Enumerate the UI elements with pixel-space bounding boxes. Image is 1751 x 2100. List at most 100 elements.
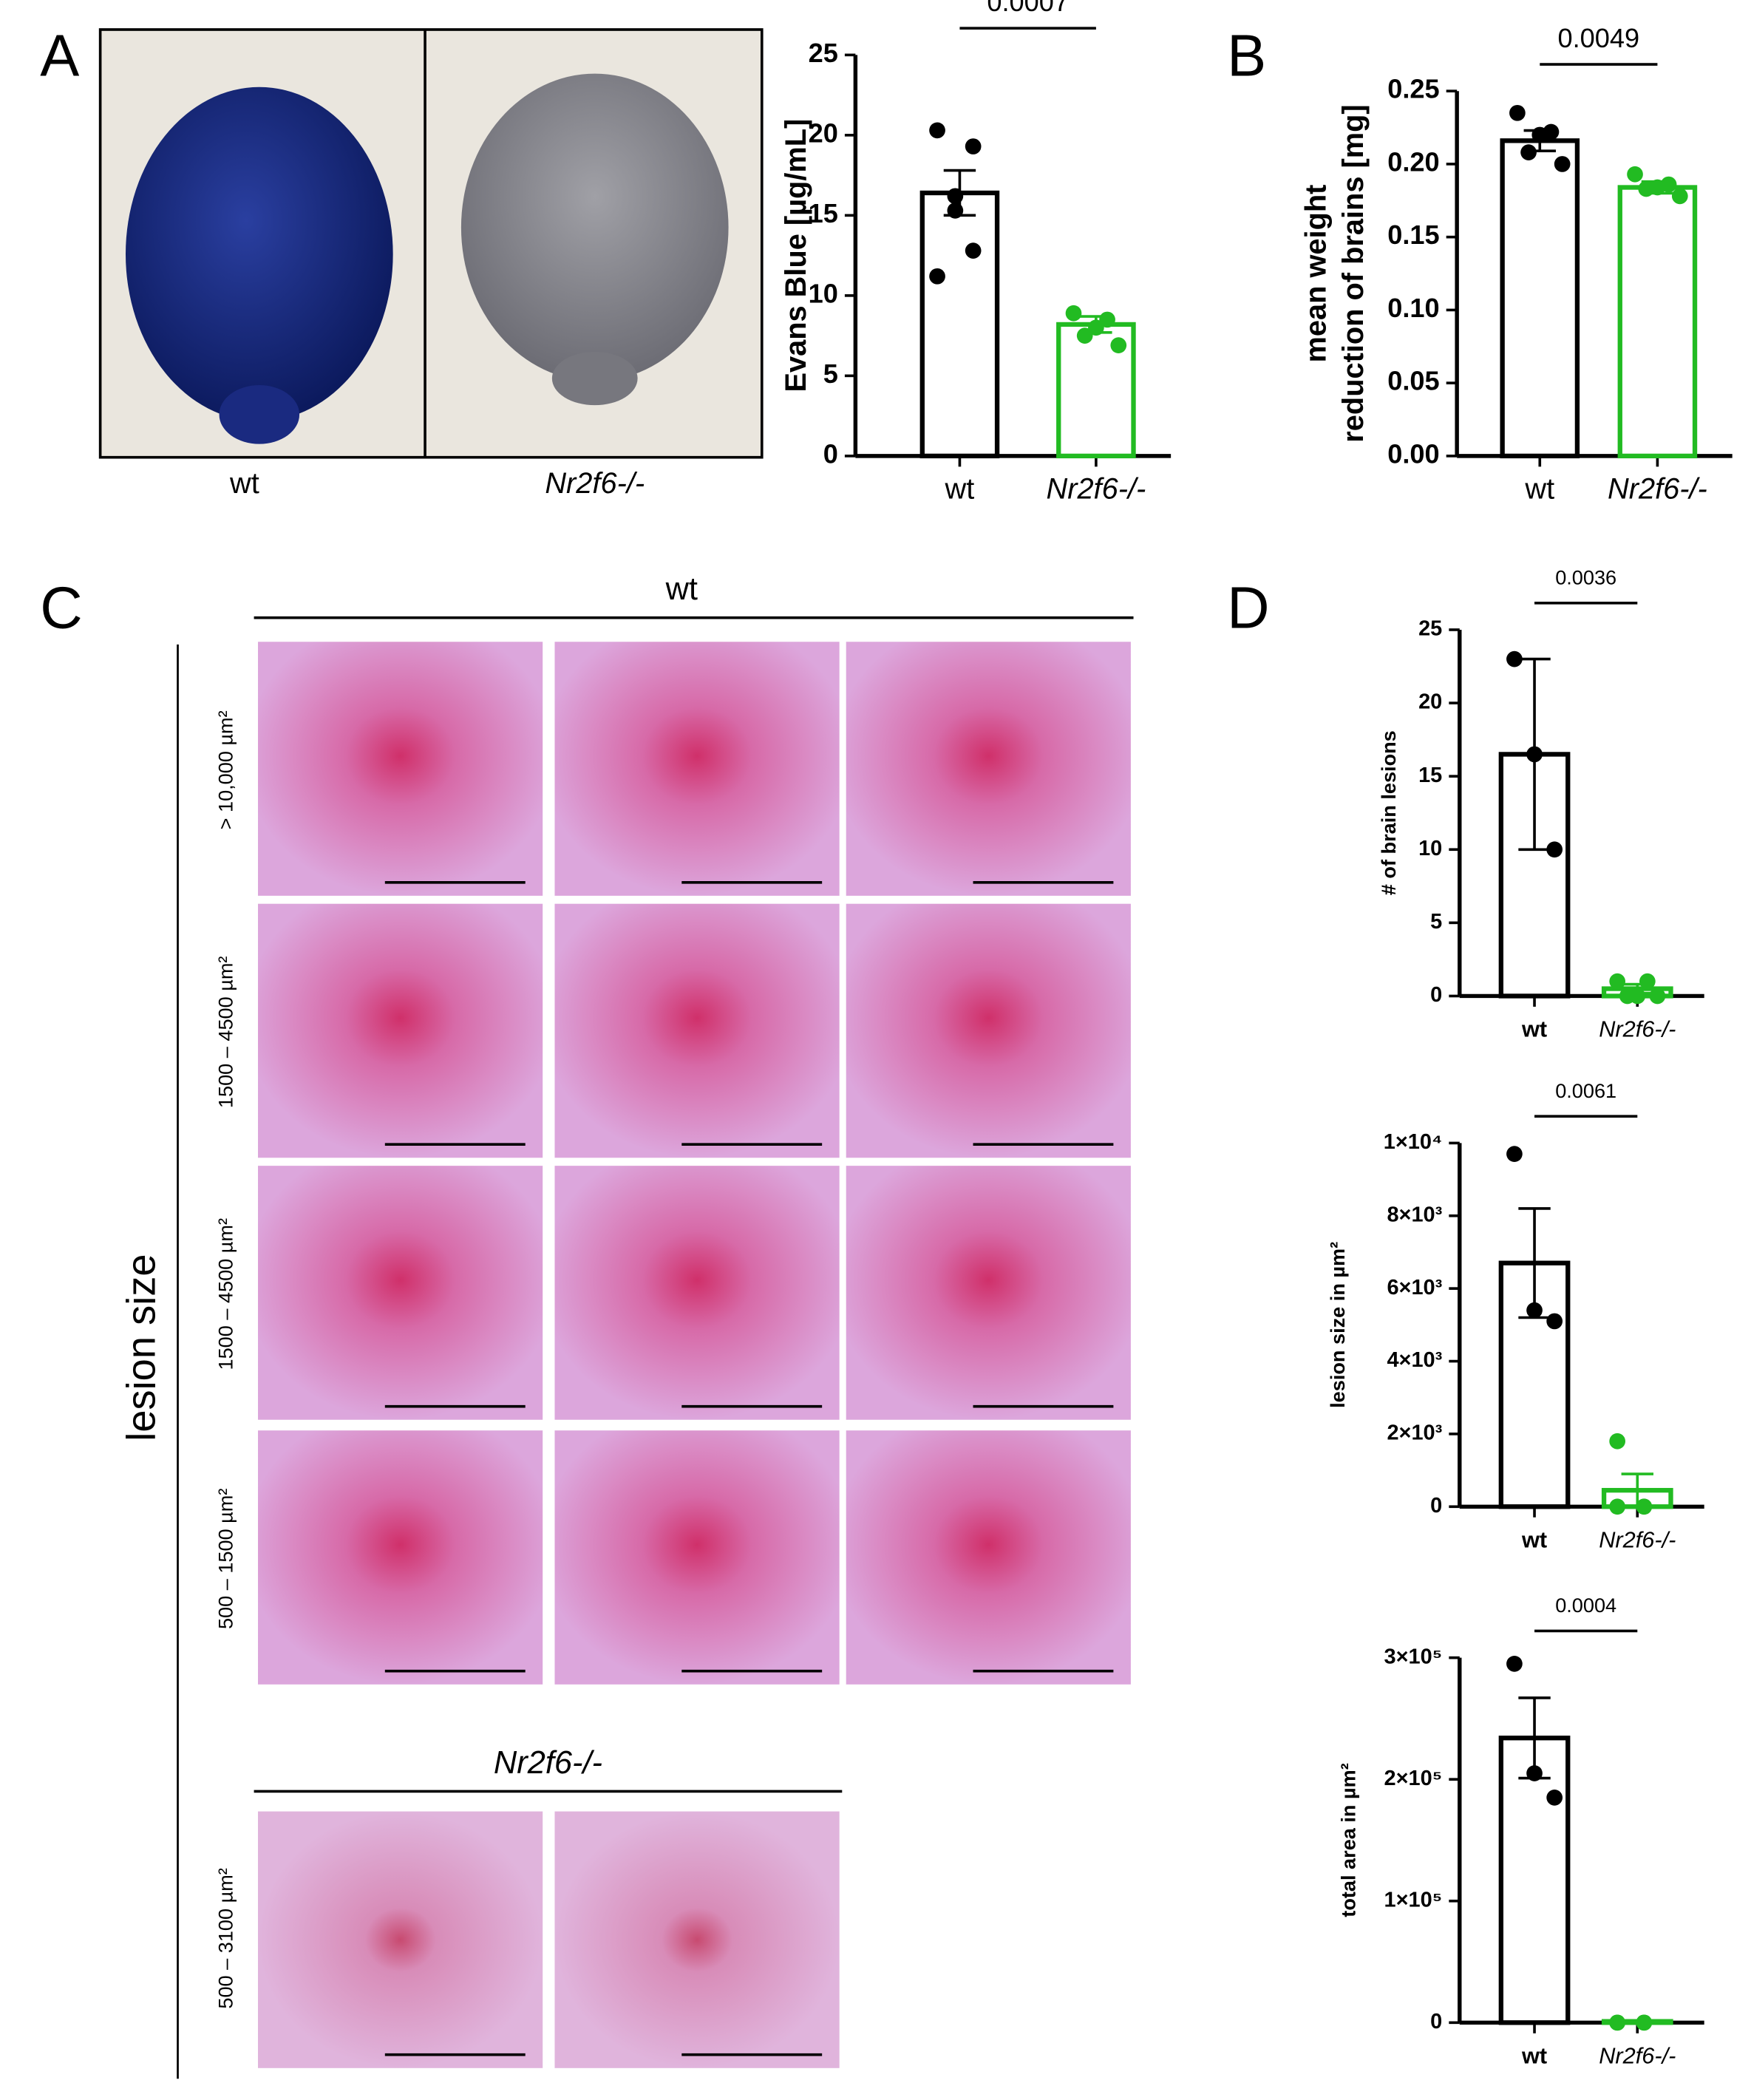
y-tick-label: 3×10⁵	[1384, 1645, 1443, 1668]
p-value: 0.0007	[987, 0, 1069, 17]
y-tick-label: 2×10⁵	[1384, 1767, 1443, 1790]
y-tick-label: 4×10³	[1387, 1348, 1442, 1372]
y-tick-label: 2×10³	[1387, 1421, 1442, 1445]
data-point	[1609, 1433, 1626, 1450]
p-value: 0.0036	[1555, 565, 1616, 588]
data-point	[1554, 156, 1571, 172]
row-label: 500 – 3100 µm²	[214, 1868, 237, 2008]
data-point	[947, 188, 964, 205]
y-tick-label: 0.15	[1387, 220, 1439, 250]
y-tick-label: 1×10⁵	[1384, 1888, 1443, 1912]
data-point	[965, 138, 982, 154]
y-tick-label: 10	[809, 278, 838, 308]
y-tick-label: 0.20	[1387, 146, 1439, 177]
c-axis-label: lesion size	[120, 1254, 164, 1441]
y-tick-label: 0	[823, 438, 838, 469]
brain-wt	[125, 86, 393, 421]
y-tick-label: 20	[1418, 690, 1442, 714]
bar	[919, 190, 1000, 459]
bar	[1500, 138, 1580, 459]
y-axis-label: Evans Blue [µg/mL]	[780, 119, 812, 393]
data-point	[1531, 126, 1548, 143]
data-point	[1636, 1498, 1653, 1515]
data-point	[1076, 327, 1093, 344]
panel-letter: A	[40, 23, 79, 89]
row-label: 1500 – 4500 µm²	[214, 956, 237, 1109]
x-tick-label: Nr2f6-/-	[1599, 1526, 1676, 1552]
data-point	[1088, 319, 1104, 336]
row-label: 1500 – 4500 µm²	[214, 1218, 237, 1370]
micrograph	[846, 1166, 1131, 1420]
data-point	[1110, 337, 1127, 353]
micrograph	[846, 1430, 1131, 1685]
data-point	[1099, 311, 1115, 328]
data-point	[1671, 188, 1688, 205]
micrograph	[258, 1811, 543, 2068]
data-point	[1526, 1765, 1543, 1781]
x-tick-label: wt	[1524, 472, 1554, 505]
x-tick-label: wt	[1521, 1016, 1547, 1042]
p-value: 0.0049	[1558, 23, 1640, 53]
micrograph	[846, 903, 1131, 1158]
data-point	[1506, 1146, 1523, 1163]
micrograph	[258, 903, 543, 1158]
data-point	[1506, 1656, 1523, 1672]
brain-ko-cerebellum	[551, 351, 638, 406]
x-tick-label: wt	[945, 472, 975, 505]
p-value: 0.0004	[1555, 1594, 1616, 1617]
y-tick-label: 25	[809, 38, 838, 68]
data-point	[1639, 973, 1656, 990]
y-axis-label: total area in µm²	[1337, 1763, 1360, 1917]
micrograph	[554, 903, 840, 1158]
data-point	[1649, 988, 1666, 1005]
micrograph	[258, 642, 543, 896]
panel-letter: C	[40, 574, 82, 640]
data-point	[1546, 1313, 1563, 1330]
micrograph	[846, 642, 1131, 896]
micrograph	[554, 1811, 840, 2068]
panel-letter: D	[1227, 574, 1269, 640]
image-caption: Nr2f6-/-	[545, 467, 645, 500]
y-tick-label: 0.25	[1387, 74, 1439, 104]
y-tick-label: 8×10³	[1387, 1203, 1442, 1226]
y-axis-label: mean weight	[1300, 185, 1333, 363]
data-point	[1619, 988, 1636, 1005]
data-point	[1609, 2014, 1626, 2031]
data-point	[929, 268, 945, 285]
y-tick-label: 0	[1430, 1494, 1442, 1518]
data-point	[1506, 650, 1523, 667]
y-tick-label: 15	[809, 198, 838, 228]
x-tick-label: wt	[1521, 1526, 1547, 1552]
data-point	[1526, 1302, 1543, 1319]
y-tick-label: 5	[823, 359, 838, 389]
x-tick-label: Nr2f6-/-	[1599, 2042, 1676, 2068]
data-point	[1526, 746, 1543, 763]
y-tick-label: 5	[1430, 910, 1442, 934]
data-point	[1520, 144, 1537, 160]
data-point	[1546, 1790, 1563, 1806]
data-point	[1627, 166, 1643, 183]
y-tick-label: 0.10	[1387, 293, 1439, 323]
micrograph	[554, 1430, 840, 1685]
bar	[1617, 185, 1698, 459]
panel-letter: B	[1227, 23, 1266, 89]
data-point	[1609, 973, 1626, 990]
brain-ko	[460, 73, 729, 381]
y-tick-label: 25	[1418, 617, 1442, 641]
y-tick-label: 1×10⁴	[1384, 1130, 1442, 1154]
x-tick-label: Nr2f6-/-	[1599, 1016, 1676, 1042]
y-tick-label: 15	[1418, 764, 1442, 787]
data-point	[929, 122, 945, 139]
data-point	[1509, 104, 1526, 121]
p-value: 0.0061	[1555, 1079, 1616, 1102]
c-header: wt	[665, 571, 698, 607]
y-tick-label: 6×10³	[1387, 1276, 1442, 1299]
data-point	[965, 242, 982, 259]
x-tick-label: Nr2f6-/-	[1046, 472, 1146, 505]
y-tick-label: 20	[809, 118, 838, 148]
x-tick-label: Nr2f6-/-	[1608, 472, 1707, 505]
micrograph	[258, 1430, 543, 1685]
y-tick-label: 0	[1430, 983, 1442, 1007]
